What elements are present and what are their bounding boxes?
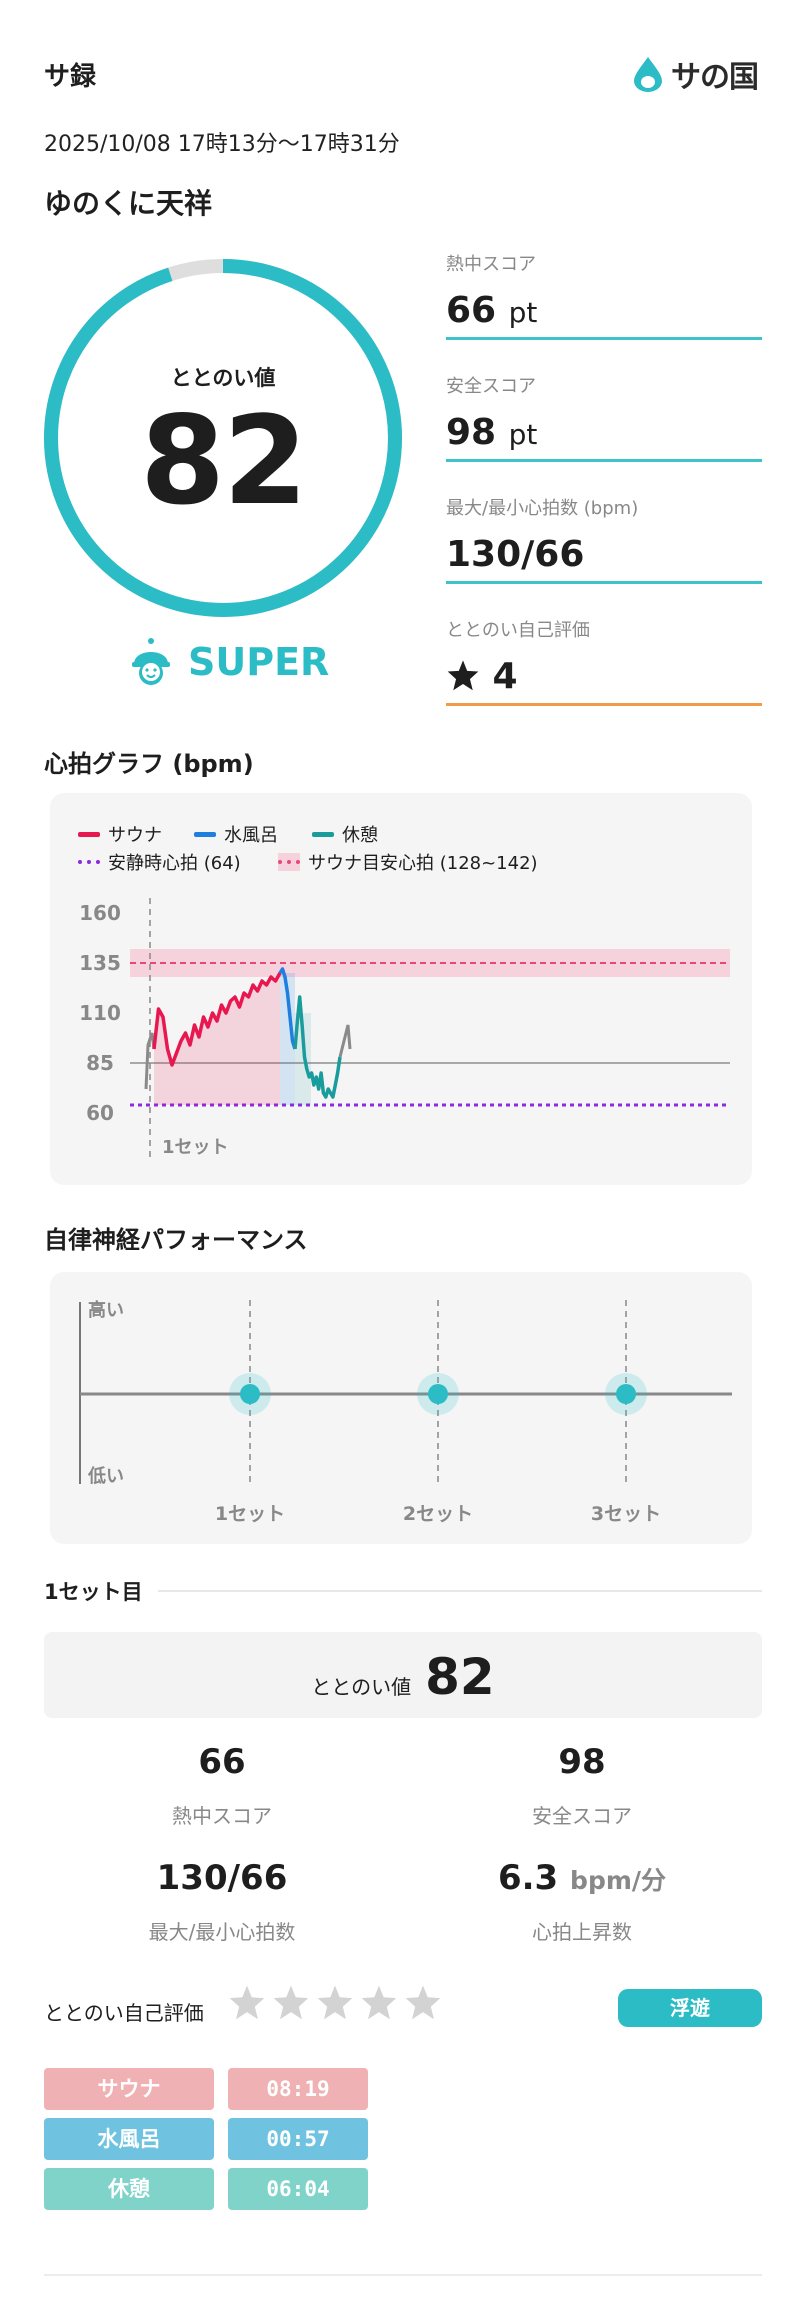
gauge-label: ととのい値 xyxy=(170,366,276,390)
phase-time: 06:04 xyxy=(228,2168,368,2210)
perf-x-label: 2セット xyxy=(403,1503,473,1525)
perf-point xyxy=(616,1384,636,1404)
sauna-area xyxy=(154,973,280,1105)
perf-point xyxy=(428,1384,448,1404)
gauge-value: 82 xyxy=(140,390,308,532)
phase-row-rest: 休憩 06:04 xyxy=(44,2168,368,2210)
legend-sauna: サウナ xyxy=(78,821,162,847)
series-cold xyxy=(278,967,297,1050)
brand-logo: サの国 xyxy=(631,52,759,96)
divider xyxy=(158,1590,762,1592)
star-icon xyxy=(447,660,479,691)
heart-graph-title: 心拍グラフ (bpm) xyxy=(44,750,254,778)
phase-time: 08:19 xyxy=(228,2068,368,2110)
phase-time: 00:57 xyxy=(228,2118,368,2160)
gauge-progress-arc xyxy=(44,259,402,617)
heart-chart-plot: 160 135 110 85 60 1セット xyxy=(79,898,730,1161)
phase-row-cold: 水風呂 00:57 xyxy=(44,2118,368,2160)
series-sauna xyxy=(152,972,282,1067)
perf-x-label: 3セット xyxy=(591,1503,661,1525)
y-tick-label: 160 xyxy=(79,901,121,925)
rank-text: SUPER xyxy=(188,640,330,684)
y-tick-label: 60 xyxy=(86,1101,114,1125)
performance-card: 高い低い 1セット 2セット 3セット xyxy=(50,1272,752,1544)
star-icon[interactable] xyxy=(228,1984,266,2020)
y-tick-label: 135 xyxy=(79,951,121,975)
stat-value: 130/66 xyxy=(446,534,762,584)
self-eval-stars[interactable] xyxy=(228,1984,442,2020)
set-heading: 1セット目 xyxy=(44,1580,143,1604)
divider xyxy=(44,2274,762,2276)
perf-high-label: 高い xyxy=(88,1299,124,1321)
stat-value: 66 pt xyxy=(446,290,762,340)
legend-target-hr: サウナ目安心拍 (128~142) xyxy=(278,849,538,875)
performance-title: 自律神経パフォーマンス xyxy=(44,1226,308,1254)
phase-name: 水風呂 xyxy=(44,2118,214,2160)
series-lead-out xyxy=(338,1024,352,1058)
star-icon[interactable] xyxy=(272,1984,310,2020)
rank-badge: SUPER xyxy=(128,636,329,688)
totonoi-gauge xyxy=(44,259,402,617)
set-totonoi-box: ととのい値 82 xyxy=(44,1632,762,1718)
set-hr-rise: 6.3 bpm/分 心拍上昇数 xyxy=(497,1858,667,1944)
phase-row-sauna: サウナ 08:19 xyxy=(44,2068,368,2110)
set-totonoi-value: 82 xyxy=(425,1648,495,1706)
series-rest xyxy=(293,995,342,1099)
set-heart-rate: 130/66 最大/最小心拍数 xyxy=(148,1858,296,1944)
safety-score-stat: 安全スコア 98 pt xyxy=(446,372,762,462)
session-datetime: 2025/10/08 17時13分〜17時31分 xyxy=(44,132,400,157)
drop-icon xyxy=(634,57,662,92)
phase-name: サウナ xyxy=(44,2068,214,2110)
stat-label: ととのい自己評価 xyxy=(446,620,590,641)
set-heat-score: 66 熱中スコア xyxy=(172,1742,272,1828)
app-title: サ録 xyxy=(44,62,97,92)
perf-low-label: 低い xyxy=(87,1465,124,1487)
self-eval-stat: ととのい自己評価 4 xyxy=(446,616,762,706)
star-icon[interactable] xyxy=(360,1984,398,2020)
perf-point xyxy=(240,1384,260,1404)
heat-score-stat: 熱中スコア 66 pt xyxy=(446,250,762,340)
self-eval-label: ととのい自己評価 xyxy=(44,2001,204,2025)
x-tick-label: 1セット xyxy=(162,1137,229,1158)
heart-graph-card: サウナ 水風呂 休憩 安静時心拍 (64) サウナ目安心拍 (128~142) … xyxy=(50,793,752,1185)
set-safety-score: 98 安全スコア xyxy=(532,1742,632,1828)
stat-value: 4 xyxy=(446,656,762,706)
facility-name: ゆのくに天祥 xyxy=(44,187,213,220)
stat-label: 最大/最小心拍数 (bpm) xyxy=(446,498,639,519)
perf-x-label: 1セット xyxy=(215,1503,285,1525)
star-icon[interactable] xyxy=(404,1984,442,2020)
legend-rest: 休憩 xyxy=(312,821,378,847)
logo-text: サの国 xyxy=(671,60,759,95)
phase-name: 休憩 xyxy=(44,2168,214,2210)
y-tick-label: 110 xyxy=(79,1001,121,1025)
feeling-badge[interactable]: 浮遊 xyxy=(618,1989,762,2027)
cold-area xyxy=(280,973,295,1105)
stat-label: 安全スコア xyxy=(446,376,536,397)
stat-value: 98 pt xyxy=(446,412,762,462)
set-totonoi-label: ととのい値 xyxy=(311,1675,412,1699)
bellboy-icon xyxy=(132,638,170,685)
series-lead-in xyxy=(144,1032,156,1090)
rest-area xyxy=(295,1013,311,1105)
legend-resting-hr: 安静時心拍 (64) xyxy=(78,849,241,875)
legend-cold: 水風呂 xyxy=(194,821,278,847)
star-icon[interactable] xyxy=(316,1984,354,2020)
heart-rate-stat: 最大/最小心拍数 (bpm) 130/66 xyxy=(446,494,762,584)
y-tick-label: 85 xyxy=(86,1051,114,1075)
stat-label: 熱中スコア xyxy=(446,254,536,275)
